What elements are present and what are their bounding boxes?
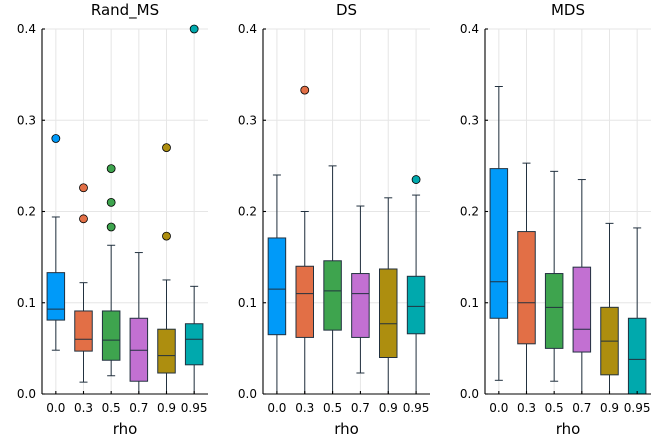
y-tick-label: 0.4	[460, 22, 479, 36]
outlier-point	[106, 164, 116, 174]
box-0.3	[517, 162, 536, 395]
y-tick-label: 0.3	[460, 113, 479, 127]
box-0.0	[489, 85, 509, 381]
x-tick-label: 0.0	[267, 401, 286, 415]
x-tick-label: 0.95	[624, 401, 651, 415]
x-axis-label: rho	[113, 420, 138, 438]
x-tick-label: 0.9	[600, 401, 619, 415]
box-body	[267, 237, 287, 336]
outlier-point	[162, 143, 171, 153]
box-body	[379, 268, 398, 358]
box-0.0	[46, 134, 66, 351]
box-0.95	[184, 24, 204, 395]
x-tick-label: 0.3	[74, 401, 93, 415]
outlier-point	[106, 222, 116, 232]
box-body	[46, 272, 66, 321]
chart-panel-ds: 0.0 0.1 0.2 0.3 0.4 0.0 0.3 0.5 0.7 0.9 0.95 DS rho	[238, 1, 430, 438]
box-body	[572, 266, 592, 353]
box-0.7	[129, 252, 149, 395]
x-axis-label: rho	[334, 420, 359, 438]
y-tick-label: 0.4	[238, 22, 257, 36]
x-tick-label: 0.9	[157, 401, 176, 415]
outlier-point	[79, 183, 88, 193]
outlier-point	[189, 24, 199, 34]
box-0.3	[295, 85, 314, 395]
outlier-point	[106, 197, 116, 207]
chart-title: Rand_MS	[91, 1, 159, 20]
x-tick-label: 0.95	[403, 401, 430, 415]
box-0.3	[74, 183, 93, 383]
x-tick-label: 0.0	[489, 401, 508, 415]
x-tick-label: 0.5	[545, 401, 564, 415]
chart-title: MDS	[551, 1, 585, 19]
y-tick-label: 0.3	[238, 113, 257, 127]
box-body	[627, 317, 647, 395]
box-body	[295, 265, 314, 338]
x-tick-label: 0.0	[46, 401, 65, 415]
chart-panel-rand-ms: 0.0 0.1 0.2 0.3 0.4 0.0 0.3 0.5 0.7 0.9 0.95 Rand_M…	[17, 1, 208, 438]
outlier-point	[300, 85, 310, 95]
x-tick-label: 0.3	[517, 401, 536, 415]
outlier-point	[411, 175, 421, 184]
box-0.95	[627, 227, 647, 395]
y-tick-label: 0.1	[238, 296, 257, 310]
box-0.5	[101, 164, 121, 377]
outlier-point	[51, 134, 61, 143]
y-tick-label: 0.0	[17, 387, 36, 401]
x-tick-label: 0.5	[102, 401, 121, 415]
box-body	[489, 168, 509, 319]
y-tick-label: 0.1	[17, 296, 36, 310]
y-tick-label: 0.4	[17, 22, 36, 36]
box-0.0	[267, 174, 287, 395]
box-0.7	[351, 205, 370, 374]
x-tick-label: 0.3	[295, 401, 314, 415]
chart-panel-mds: 0.0 0.1 0.2 0.3 0.4 0.0 0.3 0.5 0.7 0.9 0.95 MDS rho	[460, 1, 651, 438]
box-body	[544, 273, 564, 349]
y-tick-label: 0.0	[460, 387, 479, 401]
y-tick-label: 0.2	[238, 205, 257, 219]
box-body	[184, 323, 204, 366]
outlier-point	[79, 214, 88, 224]
box-body	[157, 328, 176, 374]
box-0.9	[600, 222, 619, 395]
box-body	[351, 273, 370, 338]
box-body	[406, 275, 426, 335]
box-body	[517, 231, 536, 345]
y-tick-label: 0.2	[460, 205, 479, 219]
y-tick-label: 0.2	[17, 205, 36, 219]
x-tick-label: 0.7	[129, 401, 148, 415]
chart-title: DS	[336, 1, 357, 19]
y-tick-label: 0.3	[17, 113, 36, 127]
x-tick-label: 0.95	[181, 401, 208, 415]
y-tick-label: 0.1	[460, 296, 479, 310]
box-0.5	[544, 170, 564, 382]
box-body	[101, 310, 121, 361]
box-body	[74, 310, 93, 352]
box-0.9	[157, 143, 176, 395]
x-tick-label: 0.5	[323, 401, 342, 415]
outlier-point	[162, 231, 171, 241]
box-0.95	[406, 175, 426, 395]
box-0.9	[379, 197, 398, 395]
x-tick-label: 0.7	[572, 401, 591, 415]
box-0.7	[572, 179, 592, 395]
x-axis-label: rho	[556, 420, 581, 438]
box-0.5	[323, 165, 342, 395]
y-tick-label: 0.0	[238, 387, 257, 401]
box-body	[323, 260, 342, 331]
x-tick-label: 0.9	[379, 401, 398, 415]
x-tick-label: 0.7	[351, 401, 370, 415]
